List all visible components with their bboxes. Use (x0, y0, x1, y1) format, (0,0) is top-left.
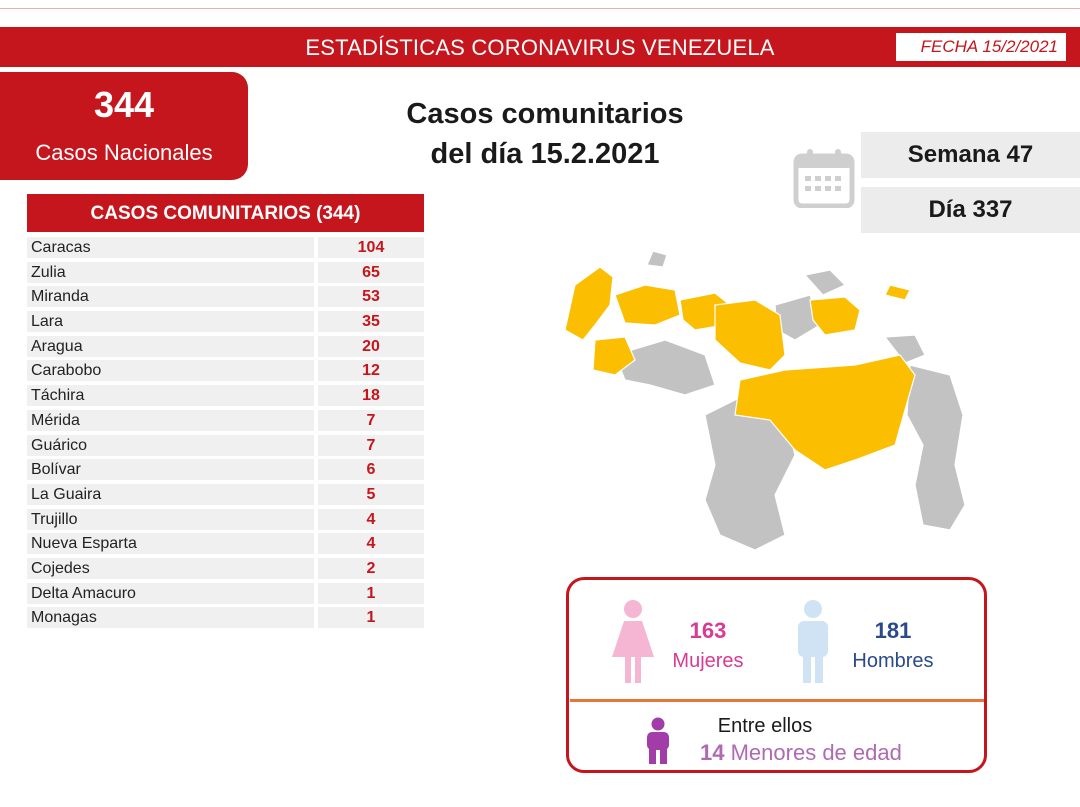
table-row: Carabobo 12 (27, 359, 424, 384)
state-cases: 5 (318, 483, 424, 505)
state-cases: 6 (318, 459, 424, 481)
calendar-icon (793, 149, 855, 208)
state-name: Guárico (27, 434, 314, 456)
state-name: Trujillo (27, 508, 314, 530)
map-apure-barinas (614, 339, 716, 396)
state-name: Lara (27, 311, 314, 333)
map-delta (883, 334, 926, 364)
table-row: La Guaira 5 (27, 483, 424, 508)
minors-count: 14 (700, 740, 725, 765)
state-name: Bolívar (27, 459, 314, 481)
state-name: Monagas (27, 607, 314, 629)
state-cases: 1 (318, 607, 424, 629)
map-miranda-north (803, 269, 847, 296)
national-cases-label: Casos Nacionales (35, 140, 213, 165)
state-name: Carabobo (27, 360, 314, 382)
table-row: Aragua 20 (27, 335, 424, 360)
state-cases: 53 (318, 286, 424, 308)
week-badge: Semana 47 (861, 132, 1080, 178)
state-cases: 12 (318, 360, 424, 382)
top-rule (0, 0, 1080, 9)
male-person-icon (798, 600, 828, 683)
map-guarico (714, 299, 786, 371)
table-row: Cojedes 2 (27, 557, 424, 582)
state-cases: 4 (318, 508, 424, 530)
minors-line: 14 Menores de edad (700, 740, 960, 766)
table-row: Mérida 7 (27, 409, 424, 434)
state-cases: 7 (318, 434, 424, 456)
page-title: ESTADÍSTICAS CORONAVIRUS VENEZUELA (305, 35, 775, 60)
map-tachira-merida (592, 336, 636, 376)
header-banner: ESTADÍSTICAS CORONAVIRUS VENEZUELA FECHA… (0, 27, 1080, 67)
state-name: Táchira (27, 385, 314, 407)
headline-line-2: del día 15.2.2021 (430, 138, 660, 170)
table-row: Guárico 7 (27, 434, 424, 459)
state-cases: 35 (318, 311, 424, 333)
state-name: Zulia (27, 261, 314, 283)
state-cases: 7 (318, 409, 424, 431)
cases-table: Caracas 104 Zulia 65 Miranda 53 Lara 35 Aragua 20… (27, 236, 424, 631)
table-row: Zulia 65 (27, 261, 424, 286)
state-cases: 4 (318, 533, 424, 555)
state-cases: 1 (318, 582, 424, 604)
state-name: Miranda (27, 286, 314, 308)
table-row: Delta Amacuro 1 (27, 582, 424, 607)
female-label: Mujeres (672, 650, 744, 672)
cases-table-header: CASOS COMUNITARIOS (344) (27, 194, 424, 232)
state-cases: 104 (318, 237, 424, 258)
map-bolivar-east (906, 364, 966, 531)
map-bolivar (734, 354, 916, 471)
state-name: La Guaira (27, 483, 314, 505)
gender-summary-card (566, 577, 987, 773)
map-falcon-peninsula (646, 250, 668, 268)
table-row: Bolívar 6 (27, 458, 424, 483)
headline: Casos comunitarios del día 15.2.2021 (380, 94, 710, 174)
venezuela-map (564, 250, 966, 551)
table-row: Táchira 18 (27, 384, 424, 409)
day-badge: Día 337 (861, 187, 1080, 233)
state-name: Caracas (27, 237, 314, 258)
female-count: 163 (689, 618, 727, 643)
state-cases: 20 (318, 335, 424, 357)
state-name: Aragua (27, 335, 314, 357)
table-row: Caracas 104 (27, 236, 424, 261)
date-badge: FECHA 15/2/2021 (896, 33, 1066, 61)
state-name: Cojedes (27, 557, 314, 579)
map-zulia (564, 266, 614, 341)
minors-intro: Entre ellos (717, 715, 813, 737)
state-cases: 65 (318, 261, 424, 283)
minors-label: Menores de edad (730, 740, 902, 765)
state-name: Delta Amacuro (27, 582, 314, 604)
map-lara-falcon (614, 284, 681, 326)
male-count: 181 (874, 618, 912, 643)
national-cases-card: 344 Casos Nacionales (0, 72, 248, 180)
child-icon (647, 717, 669, 764)
state-cases: 18 (318, 385, 424, 407)
state-name: Nueva Esparta (27, 533, 314, 555)
male-label: Hombres (852, 650, 934, 672)
date-label: FECHA 15/2/2021 (920, 37, 1058, 56)
table-row: Miranda 53 (27, 285, 424, 310)
table-row: Lara 35 (27, 310, 424, 335)
state-cases: 2 (318, 557, 424, 579)
national-cases-count: 344 (93, 84, 155, 125)
table-row: Nueva Esparta 4 (27, 532, 424, 557)
map-anzoategui (809, 296, 861, 336)
female-person-icon (612, 600, 654, 683)
gender-divider (570, 699, 984, 702)
map-nueva-esparta (884, 284, 911, 301)
state-name: Mérida (27, 409, 314, 431)
headline-line-1: Casos comunitarios (406, 98, 684, 130)
table-row: Monagas 1 (27, 606, 424, 631)
table-row: Trujillo 4 (27, 508, 424, 533)
